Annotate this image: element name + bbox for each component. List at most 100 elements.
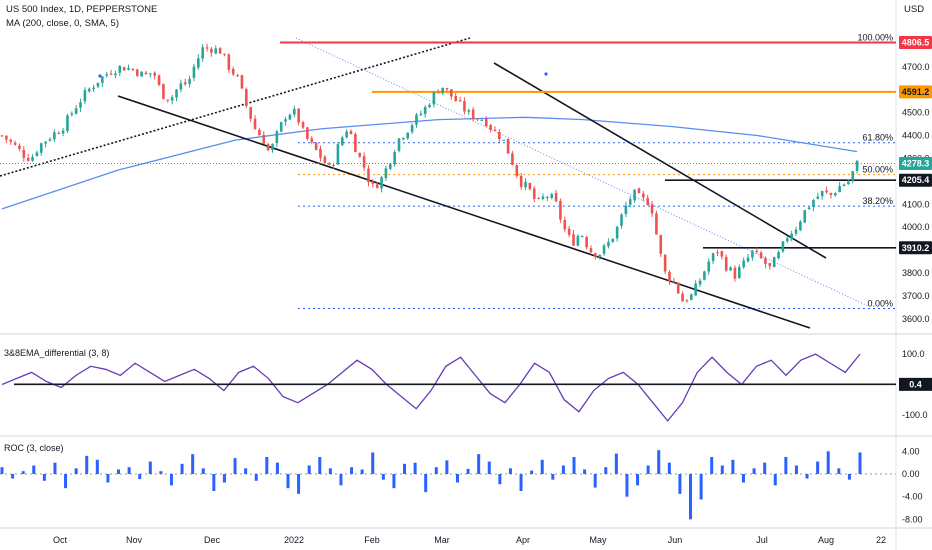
x-tick-label: Oct [53,535,68,545]
x-tick-label: Aug [818,535,834,545]
roc-bar [106,474,110,483]
candle-body [506,138,510,154]
roc-bar [551,474,555,480]
candle-body [218,48,222,54]
candle-body [380,177,383,189]
x-tick-label: Mar [434,535,450,545]
roc-bar [625,474,629,497]
candle-body [550,194,554,199]
candle-body [358,152,362,157]
candle-body [528,183,532,190]
candle-body [83,90,87,102]
candle-body [144,72,148,75]
fib-label: 0.00% [867,299,893,309]
candle-body [79,102,82,108]
oscillator-title: 3&8EMA_differential (3, 8) [4,348,109,358]
candle-body [458,100,462,102]
candle-body [340,137,344,145]
candle-body [275,131,279,144]
roc-bar [583,469,587,474]
roc-bar [773,474,777,486]
price-tag-label: 4205.4 [902,175,930,185]
roc-bar [275,462,279,474]
candle-body [690,294,693,300]
candle-body [306,127,309,139]
candle-body [214,48,218,54]
candle-body [820,190,824,197]
candle-body [454,96,458,102]
x-tick-label: 2022 [284,535,304,545]
candle-body [354,134,357,153]
roc-bar [816,461,820,474]
x-tick-label: Jul [756,535,768,545]
candle-body [781,241,785,252]
fib-label: 38.20% [862,196,893,206]
roc-y-tick: 4.00 [902,446,920,456]
candle-body [0,135,4,137]
candle-body [511,153,514,165]
candle-body [724,256,728,271]
roc-bar [667,462,671,474]
candle-body [57,133,61,135]
candle-body [48,139,52,141]
roc-bar [339,474,343,486]
symbol-title: US 500 Index, 1D, PEPPERSTONE [6,4,158,15]
candle-body [838,185,841,193]
candle-body [262,134,266,144]
roc-bar [784,457,788,474]
price-tag-bg [899,157,932,171]
candle-body [153,72,156,76]
marker-dot [544,72,548,76]
roc-bar [508,468,512,474]
candle-body [554,192,558,202]
candle-body [301,122,305,128]
roc-bar [741,474,745,483]
candle-body [620,214,623,226]
roc-bar [328,468,332,474]
candle-body [179,83,183,90]
candle-body [799,221,802,231]
candle-body [192,66,196,78]
candle-body [655,213,658,235]
last-price-tag: 4278.3 [899,157,932,171]
roc-bar [445,460,449,474]
candle-body [13,142,17,145]
fib-label: 50.00% [862,165,893,175]
candle-body [794,229,798,234]
candle-body [563,219,567,230]
roc-bar [127,467,131,474]
price-tag-bg [899,36,932,50]
roc-bar [487,461,491,474]
upper-channel-line [493,62,827,259]
y-tick-label: 3700.0 [902,291,930,301]
candle-body [650,204,654,214]
roc-bar [540,459,544,474]
candle-body [105,74,109,76]
candle-body [279,122,283,132]
roc-bar [307,465,311,474]
candle-body [432,92,436,105]
black-level-1-tag: 4205.4 [899,173,932,187]
candle-body [271,144,274,151]
candle-body [825,190,828,193]
y-tick-label: 4400.0 [902,131,930,141]
roc-bar [0,467,4,474]
roc-bar [169,474,173,486]
candle-body [642,193,645,198]
candle-body [812,199,815,208]
candle-body [546,196,549,198]
candle-body [197,58,200,68]
x-tick-label: Dec [204,535,221,545]
black-level-2-tag: 3910.2 [899,241,932,255]
candle-body [833,193,837,196]
price-tag-bg [899,377,932,391]
y-tick-label: 4500.0 [902,108,930,118]
candle-body [362,156,366,168]
candle-body [367,168,370,183]
candle-body [96,82,100,87]
candle-body [611,238,615,243]
y-tick-label: 4700.0 [902,62,930,72]
candle-body [249,107,252,119]
